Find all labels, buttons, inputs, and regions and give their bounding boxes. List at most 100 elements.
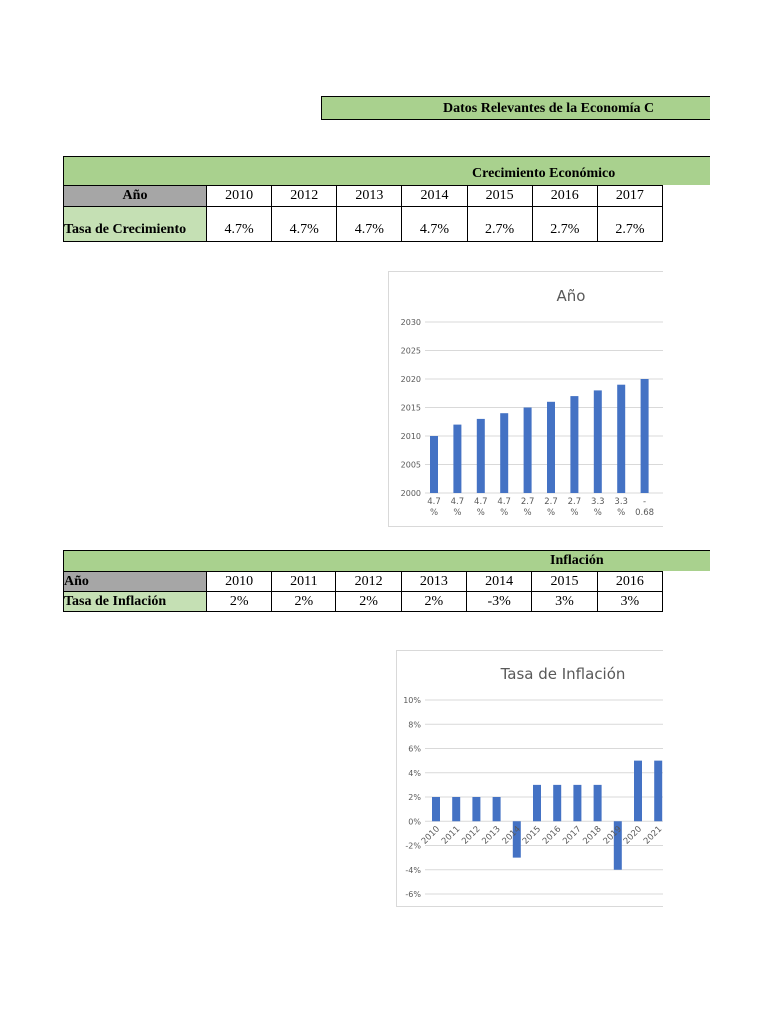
bar xyxy=(523,407,532,493)
bar xyxy=(553,784,562,822)
bar xyxy=(640,379,649,493)
table-cell: 2015 xyxy=(531,571,598,592)
bar xyxy=(593,390,602,493)
bar xyxy=(617,384,626,493)
inflation-table: Año 2010 2011 2012 2013 2014 2015 2016 Tasa de … xyxy=(63,571,664,612)
x-tick-label: % xyxy=(453,508,461,518)
x-tick-label: 2015 xyxy=(521,824,543,846)
year-chart-svg: Año20002005201020152020202520304.7%4.7%4… xyxy=(401,287,689,518)
table-cell: 2017 xyxy=(596,185,664,207)
y-tick-label: 0% xyxy=(408,817,421,826)
table-cell: 2% xyxy=(335,591,402,612)
x-tick-label: % xyxy=(430,508,438,518)
bar xyxy=(500,413,509,493)
y-tick-label: 2005 xyxy=(401,461,421,470)
x-tick-label: 2016 xyxy=(541,824,563,846)
bar xyxy=(453,424,462,493)
table-cell: 3% xyxy=(531,591,598,612)
bar xyxy=(593,784,602,822)
bar xyxy=(654,760,663,822)
x-tick-label: 4.7 xyxy=(474,497,488,507)
bar xyxy=(570,396,579,493)
x-tick-label: % xyxy=(500,508,508,518)
table-cell: 2016 xyxy=(596,571,664,592)
x-tick-label: 2012 xyxy=(460,824,482,846)
table-cell: 2% xyxy=(400,591,468,612)
table-cell: 4.7% xyxy=(271,206,338,242)
x-tick-label: - xyxy=(643,497,646,507)
table-cell: 2013 xyxy=(400,571,468,592)
x-tick-label: 2010 xyxy=(420,824,442,846)
y-tick-label: -6% xyxy=(405,890,421,899)
bar xyxy=(430,436,438,493)
year-chart[interactable]: Año 2000 2005 2010 2015 2020 2025 2030 4.7% 4.7% 4… xyxy=(388,271,689,527)
growth-header: Crecimiento Económico xyxy=(472,166,616,181)
y-tick-label: 2025 xyxy=(401,347,421,356)
y-tick-label: 2020 xyxy=(401,375,421,384)
year-label: Año xyxy=(63,571,207,592)
table-cell: 2010 xyxy=(205,571,273,592)
chart-title: Año xyxy=(557,287,586,305)
table-cell: 2013 xyxy=(336,185,403,207)
x-tick-label: % xyxy=(547,508,555,518)
table-cell: 2.7% xyxy=(531,206,598,242)
y-tick-label: 2030 xyxy=(401,318,421,327)
bar xyxy=(573,784,582,822)
inflation-rate-label: Tasa de Inflación xyxy=(63,591,207,612)
y-tick-label: 4% xyxy=(408,769,421,778)
table-cell: -3% xyxy=(466,591,533,612)
bar xyxy=(476,418,485,493)
year-label: Año xyxy=(63,185,207,207)
growth-rate-label: Tasa de Crecimiento xyxy=(63,206,207,242)
x-tick-label: 3.3 xyxy=(614,497,628,507)
x-tick-label: % xyxy=(617,508,625,518)
x-tick-label: 2011 xyxy=(440,824,462,846)
table-cell: 2011 xyxy=(271,571,337,592)
table-cell: 2.7% xyxy=(596,206,664,242)
table-cell: 2012 xyxy=(271,185,338,207)
table-cell: 4.7% xyxy=(336,206,403,242)
bar xyxy=(432,797,440,822)
y-tick-label: 2000 xyxy=(401,489,421,498)
x-tick-label: 2021 xyxy=(642,824,663,846)
bar xyxy=(452,797,461,822)
x-tick-label: 2.7 xyxy=(521,497,535,507)
x-tick-label: 2017 xyxy=(561,824,583,846)
x-tick-label: % xyxy=(524,508,532,518)
table-cell: 2010 xyxy=(205,185,273,207)
table-cell: 3% xyxy=(596,591,664,612)
table-cell: 2% xyxy=(205,591,273,612)
growth-header-bar: Crecimiento Económico xyxy=(63,156,710,185)
chart-title: Tasa de Inflación xyxy=(500,665,626,683)
y-tick-label: -4% xyxy=(405,866,421,875)
x-tick-label: 0.68 xyxy=(635,508,654,518)
x-tick-label: 2018 xyxy=(581,824,603,846)
x-tick-label: 2013 xyxy=(480,824,502,846)
table-cell: 2015 xyxy=(466,185,533,207)
bar xyxy=(512,821,521,858)
table-cell: 2.7% xyxy=(466,206,533,242)
x-tick-label: 2020 xyxy=(622,824,644,846)
report-title-bar: Datos Relevantes de la Economía C xyxy=(321,96,710,120)
bar xyxy=(533,784,541,822)
y-tick-label: -2% xyxy=(405,842,421,851)
y-tick-label: 2015 xyxy=(401,404,421,413)
x-tick-label: % xyxy=(570,508,578,518)
y-tick-label: 10% xyxy=(403,696,421,705)
y-tick-label: 6% xyxy=(408,745,421,754)
x-tick-label: 3.3 xyxy=(591,497,605,507)
inflation-chart-svg: Tasa de Inflación -6% -4% -2% 0% 2% 4% 6% 8% 10% 2… xyxy=(403,665,697,899)
table-cell: 2016 xyxy=(531,185,598,207)
x-tick-label: 2.7 xyxy=(544,497,558,507)
table-cell: 4.7% xyxy=(205,206,273,242)
x-tick-label: 4.7 xyxy=(427,497,441,507)
bar xyxy=(547,401,555,493)
bar xyxy=(472,797,481,822)
inflation-chart[interactable]: Tasa de Inflación -6% -4% -2% 0% 2% 4% 6% 8% 10% 2… xyxy=(396,650,697,907)
table-cell: 2% xyxy=(271,591,337,612)
bar xyxy=(634,760,642,822)
x-tick-label: % xyxy=(477,508,485,518)
inflation-header-bar: Inflación xyxy=(63,550,710,571)
report-title: Datos Relevantes de la Economía C xyxy=(443,101,655,116)
x-tick-label: % xyxy=(594,508,602,518)
